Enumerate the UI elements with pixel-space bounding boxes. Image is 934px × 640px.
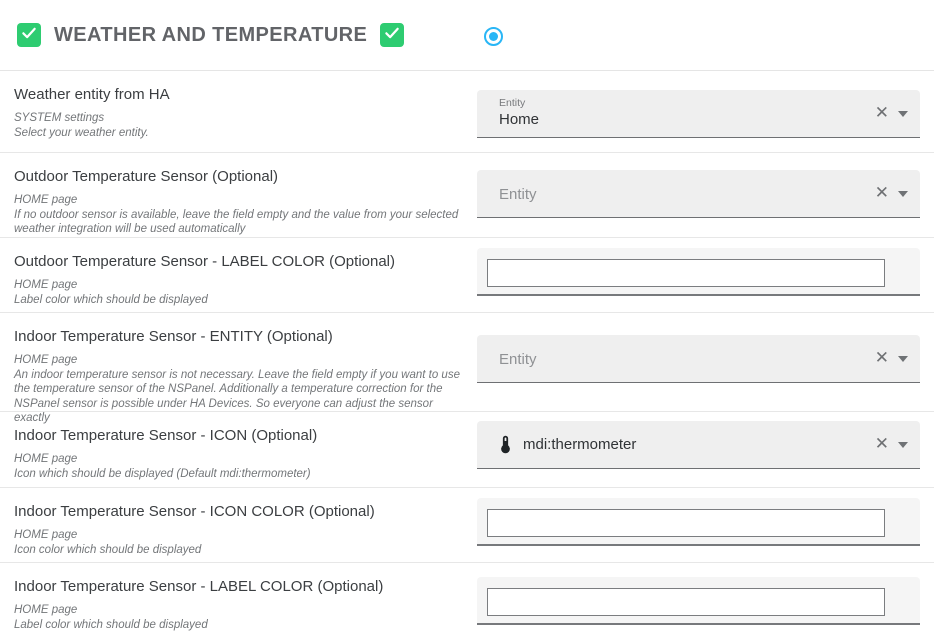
setting-title: Weather entity from HA	[14, 86, 170, 103]
outdoor-sensor-select[interactable]: Entity ✕	[477, 170, 920, 218]
checkmark-icon	[20, 24, 38, 47]
setting-context: SYSTEM settings	[14, 112, 105, 124]
section-title: WEATHER AND TEMPERATURE	[54, 23, 368, 46]
section-header: WEATHER AND TEMPERATURE	[0, 0, 934, 71]
indoor-icon-color-panel	[477, 498, 920, 546]
setting-row-outdoor-label-color: Outdoor Temperature Sensor - LABEL COLOR…	[0, 238, 934, 313]
setting-title: Indoor Temperature Sensor - ICON COLOR (…	[14, 503, 375, 520]
select-value: mdi:thermometer	[523, 436, 637, 453]
row-text: Outdoor Temperature Sensor - LABEL COLOR…	[0, 238, 460, 307]
indoor-entity-select[interactable]: Entity ✕	[477, 335, 920, 383]
setting-description: Select your weather entity.	[14, 126, 149, 139]
outdoor-label-color-panel	[477, 248, 920, 296]
thermometer-icon	[495, 434, 516, 455]
setting-title: Outdoor Temperature Sensor (Optional)	[14, 168, 279, 185]
setting-description: If no outdoor sensor is available, leave…	[14, 208, 459, 236]
setting-description: An indoor temperature sensor is not nece…	[14, 368, 460, 425]
setting-row-indoor-icon: Indoor Temperature Sensor - ICON (Option…	[0, 412, 934, 488]
outdoor-label-color-input[interactable]	[487, 259, 885, 287]
dropdown-arrow-icon[interactable]	[898, 111, 908, 117]
clear-icon[interactable]: ✕	[874, 183, 889, 202]
select-floating-label: Entity	[499, 97, 526, 109]
checkmark-icon	[383, 24, 401, 47]
header-radio-button[interactable]	[484, 27, 503, 46]
setting-row-indoor-entity: Indoor Temperature Sensor - ENTITY (Opti…	[0, 313, 934, 424]
indoor-label-color-input[interactable]	[487, 588, 885, 616]
clear-icon[interactable]: ✕	[874, 348, 889, 367]
row-text: Outdoor Temperature Sensor (Optional) HO…	[0, 153, 460, 237]
setting-description: Label color which should be displayed	[14, 618, 208, 631]
setting-description: Label color which should be displayed	[14, 293, 208, 306]
section-secondary-checkbox[interactable]	[380, 23, 405, 47]
setting-row-indoor-icon-color: Indoor Temperature Sensor - ICON COLOR (…	[0, 488, 934, 563]
clear-icon[interactable]: ✕	[874, 434, 889, 453]
select-value: Home	[499, 111, 540, 128]
indoor-icon-select[interactable]: mdi:thermometer ✕	[477, 421, 920, 469]
setting-description: Icon which should be displayed (Default …	[14, 467, 311, 480]
setting-title: Outdoor Temperature Sensor - LABEL COLOR…	[14, 253, 396, 270]
setting-context: HOME page	[14, 529, 78, 541]
setting-description: Icon color which should be displayed	[14, 543, 202, 556]
row-text: Indoor Temperature Sensor - LABEL COLOR …	[0, 563, 460, 632]
setting-context: HOME page	[14, 354, 78, 366]
setting-title: Indoor Temperature Sensor - ENTITY (Opti…	[14, 328, 333, 345]
dropdown-arrow-icon[interactable]	[898, 442, 908, 448]
setting-context: HOME page	[14, 194, 78, 206]
setting-context: HOME page	[14, 279, 78, 291]
setting-context: HOME page	[14, 453, 78, 465]
setting-context: HOME page	[14, 604, 78, 616]
dropdown-arrow-icon[interactable]	[898, 356, 908, 362]
weather-entity-select[interactable]: Entity Home ✕	[477, 90, 920, 138]
row-text: Indoor Temperature Sensor - ENTITY (Opti…	[0, 313, 460, 426]
row-text: Weather entity from HA SYSTEM settings S…	[0, 71, 460, 140]
setting-title: Indoor Temperature Sensor - ICON (Option…	[14, 427, 318, 444]
clear-icon[interactable]: ✕	[874, 103, 889, 122]
select-placeholder: Entity	[499, 351, 537, 368]
select-placeholder: Entity	[499, 186, 537, 203]
setting-row-outdoor-sensor: Outdoor Temperature Sensor (Optional) HO…	[0, 153, 934, 238]
setting-row-indoor-label-color: Indoor Temperature Sensor - LABEL COLOR …	[0, 563, 934, 640]
radio-selected-dot-icon	[489, 32, 498, 41]
setting-row-weather-entity: Weather entity from HA SYSTEM settings S…	[0, 71, 934, 153]
indoor-icon-color-input[interactable]	[487, 509, 885, 537]
indoor-label-color-panel	[477, 577, 920, 625]
dropdown-arrow-icon[interactable]	[898, 191, 908, 197]
setting-title: Indoor Temperature Sensor - LABEL COLOR …	[14, 578, 384, 595]
row-text: Indoor Temperature Sensor - ICON COLOR (…	[0, 488, 460, 557]
section-enabled-checkbox[interactable]	[17, 23, 41, 47]
row-text: Indoor Temperature Sensor - ICON (Option…	[0, 412, 460, 481]
